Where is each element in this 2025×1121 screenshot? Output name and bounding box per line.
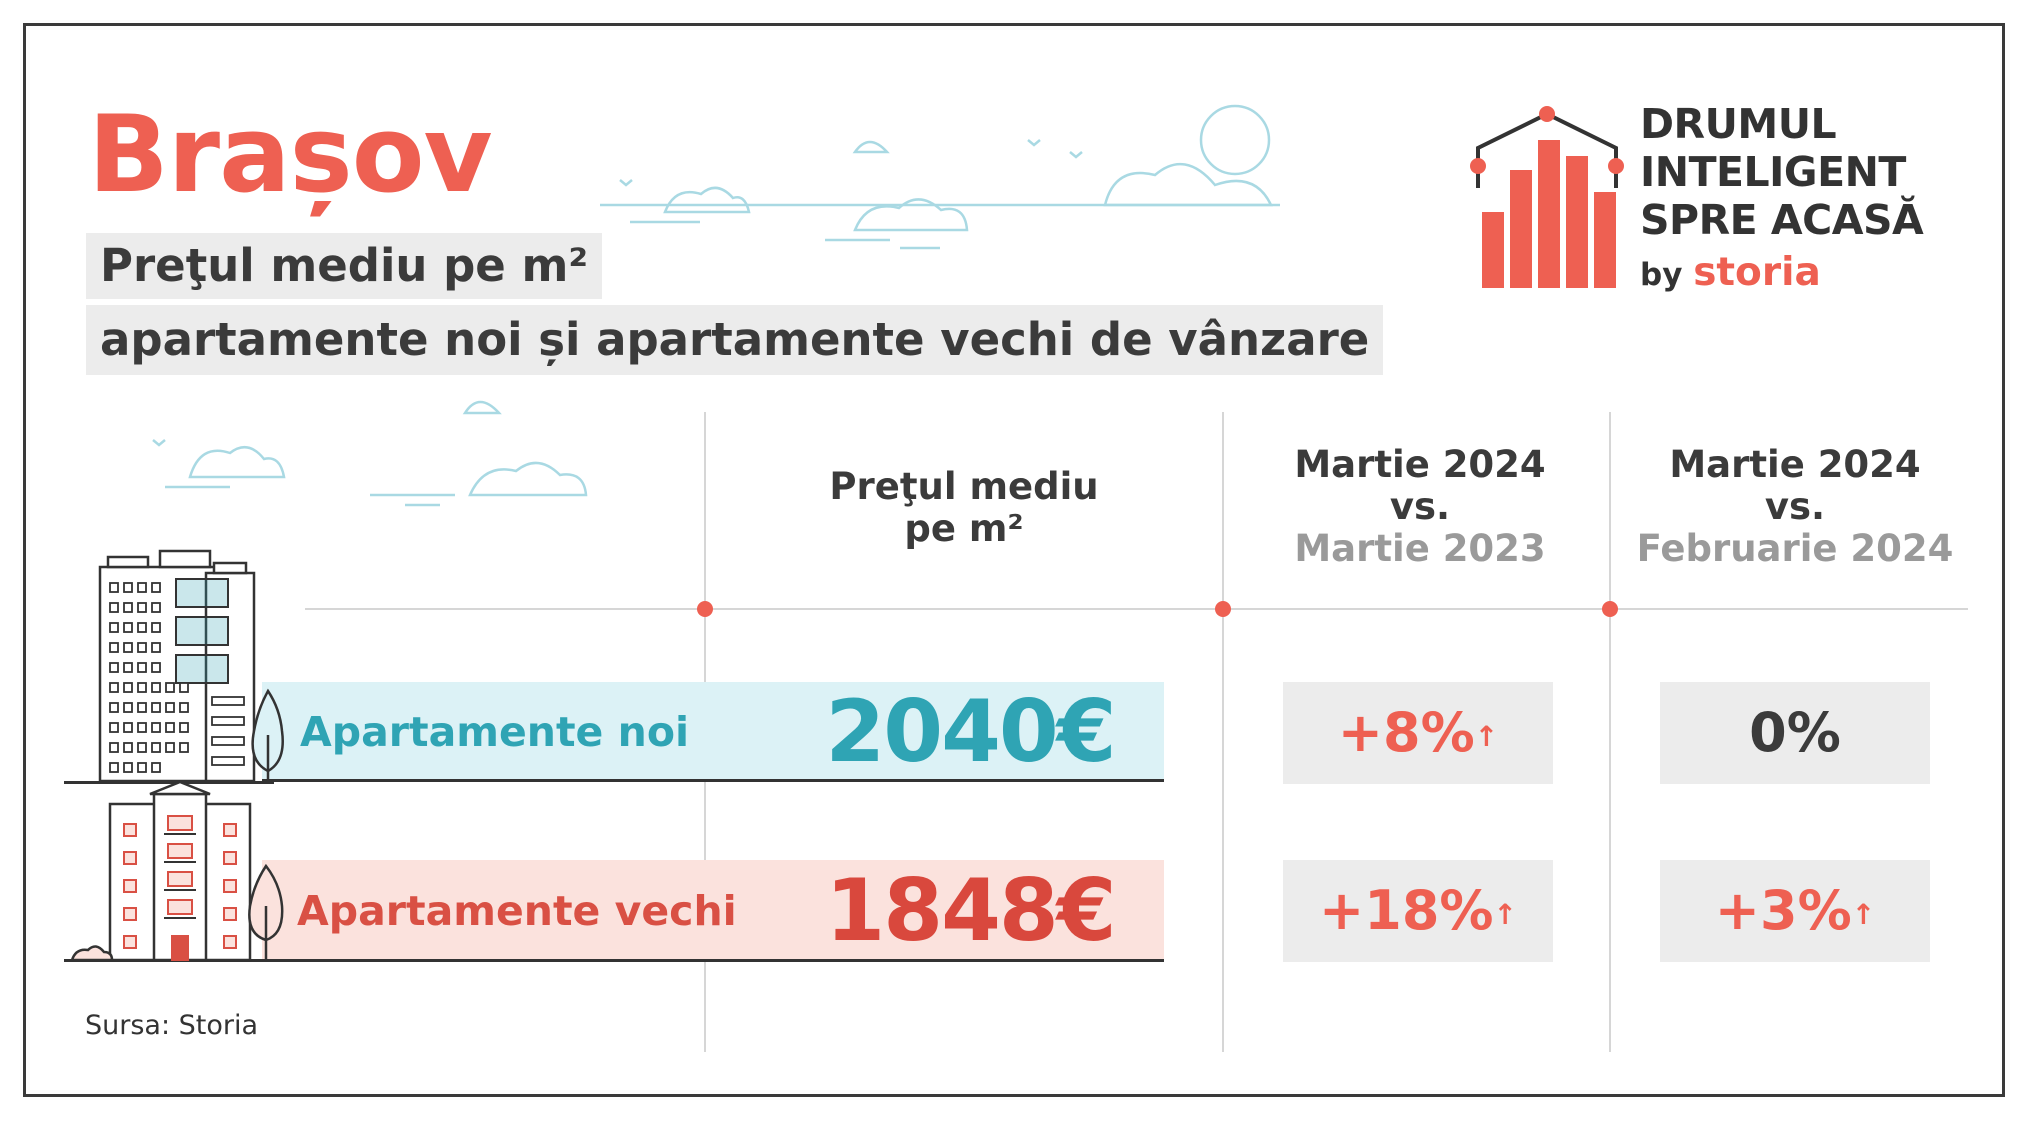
drumul-logo-icon	[1470, 106, 1624, 288]
arrow-up-icon: ↑	[1493, 898, 1517, 931]
ground-line	[64, 781, 274, 784]
divider-dot	[1215, 601, 1231, 617]
column-header-line: Februarie 2024	[1636, 527, 1954, 570]
column-header-line: pe m²	[904, 507, 1024, 550]
subtitle-line-2: apartamente noi și apartamente vechi de …	[86, 305, 1384, 375]
new-building-icon	[98, 549, 284, 783]
subtitle-line-1: Preţul mediu pe m²	[86, 233, 603, 299]
change-mom-new: 0%	[1660, 682, 1930, 784]
source-note: Sursa: Storia	[85, 1010, 259, 1041]
arrow-up-icon: ↑	[1851, 898, 1876, 931]
column-header-line: Martie 2024	[1669, 443, 1921, 486]
column-header-line: vs.	[1764, 485, 1826, 528]
row-label-new-apartments: Apartamente noi	[300, 708, 690, 756]
row-band-old	[262, 860, 1164, 962]
brand-by-text: by	[1640, 257, 1683, 293]
storia-logo-text: storia	[1693, 250, 1821, 295]
column-header-line: Preţul mediu	[829, 465, 1099, 508]
change-value: +3%	[1714, 879, 1852, 942]
brand-line-2: INTELIGENT	[1640, 148, 1906, 196]
city-title: Brașov	[88, 93, 493, 216]
old-building-icon	[70, 780, 284, 962]
brand-byline: by storia	[1640, 250, 1821, 295]
change-value: 0%	[1749, 701, 1841, 764]
change-yoy-old: +18%↑	[1283, 860, 1553, 962]
column-header-mom: Martie 2024 vs. Februarie 2024	[1615, 444, 1975, 570]
change-yoy-new: +8%↑	[1283, 682, 1553, 784]
row-label-old-apartments: Apartamente vechi	[297, 887, 737, 935]
change-mom-old: +3%↑	[1660, 860, 1930, 962]
brand-line-1: DRUMUL	[1640, 100, 1837, 148]
brand-line-3: SPRE ACASĂ	[1640, 196, 1924, 244]
divider-dot	[697, 601, 713, 617]
column-header-line: vs.	[1389, 485, 1451, 528]
column-divider	[1222, 412, 1224, 1052]
clouds-top-decoration	[600, 104, 1280, 250]
header-divider	[305, 608, 1968, 610]
arrow-up-icon: ↑	[1474, 720, 1499, 753]
brand-name: DRUMUL INTELIGENT SPRE ACASĂ	[1640, 100, 1924, 244]
column-header-line: Martie 2024	[1294, 443, 1546, 486]
column-header-yoy: Martie 2024 vs. Martie 2023	[1230, 444, 1610, 570]
price-old-apartments: 1848€	[825, 861, 1116, 961]
column-divider	[1609, 412, 1611, 1052]
change-value: +18%	[1319, 879, 1494, 942]
clouds-left-decoration	[152, 400, 588, 507]
change-value: +8%	[1337, 701, 1475, 764]
row-band-new	[262, 682, 1164, 782]
price-new-apartments: 2040€	[825, 682, 1116, 782]
column-header-price: Preţul mediu pe m²	[744, 466, 1184, 550]
column-header-line: Martie 2023	[1294, 527, 1546, 570]
divider-dot	[1602, 601, 1618, 617]
